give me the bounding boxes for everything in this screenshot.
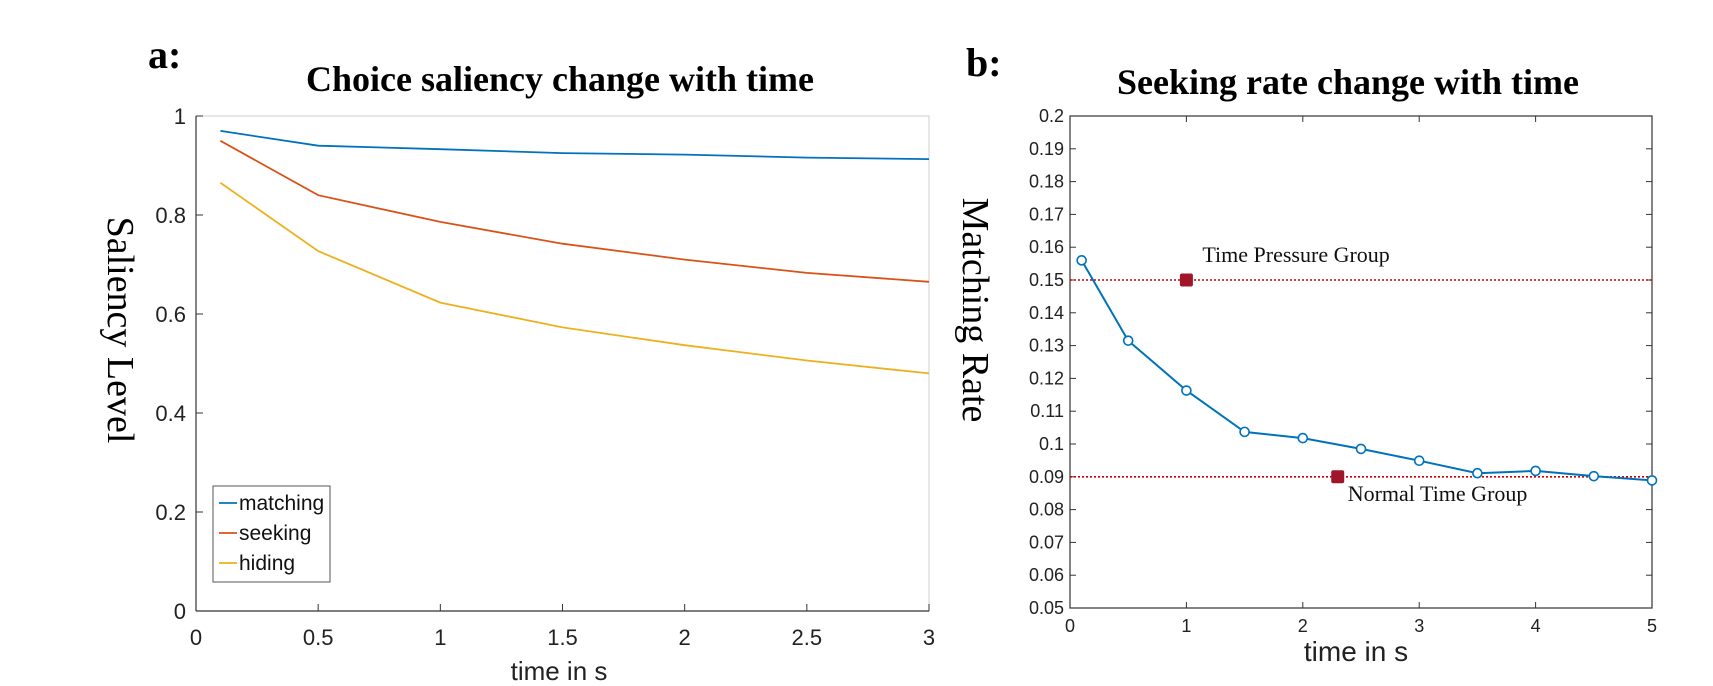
y-tick-label: 0.13 bbox=[1029, 336, 1064, 356]
y-tick-label: 0.09 bbox=[1029, 467, 1064, 487]
annotation-normal-time: Normal Time Group bbox=[1348, 481, 1528, 506]
legend-label-matching: matching bbox=[239, 492, 324, 515]
y-tick-label: 0.1 bbox=[1039, 434, 1064, 454]
series-point bbox=[1076, 255, 1087, 266]
panel-b-title: Seeking rate change with time bbox=[1117, 62, 1579, 102]
x-tick-label: 1 bbox=[1181, 616, 1191, 636]
y-tick-label: 0.06 bbox=[1029, 565, 1064, 585]
series-point bbox=[1355, 443, 1367, 455]
y-tick-label: 0.05 bbox=[1029, 598, 1064, 618]
series-point bbox=[1122, 335, 1134, 346]
x-tick-label: 3 bbox=[923, 625, 935, 650]
y-tick-label: 0.6 bbox=[155, 302, 186, 327]
x-tick-label: 2 bbox=[1298, 616, 1308, 636]
panel-a-label: a: bbox=[148, 32, 181, 77]
series-point bbox=[1239, 426, 1250, 438]
group-marker-0 bbox=[1179, 273, 1193, 287]
panel-a-ylabel: Saliency Level bbox=[99, 217, 141, 444]
y-tick-label: 0.11 bbox=[1030, 401, 1064, 421]
series-line-seeking bbox=[219, 140, 930, 283]
series-point bbox=[1413, 455, 1425, 467]
series-point bbox=[1530, 465, 1541, 477]
panel-a-title: Choice saliency change with time bbox=[306, 59, 814, 99]
y-tick-label: 0.4 bbox=[155, 401, 186, 426]
series-line-matching bbox=[220, 130, 930, 160]
y-tick-label: 0.17 bbox=[1029, 204, 1064, 224]
series-point bbox=[1646, 475, 1658, 486]
y-tick-label: 0 bbox=[174, 599, 186, 624]
x-tick-label: 2 bbox=[679, 625, 691, 650]
panel-b-box bbox=[1069, 115, 1653, 609]
x-tick-label: 0 bbox=[1065, 616, 1075, 636]
x-tick-label: 3 bbox=[1414, 616, 1424, 636]
y-tick-label: 1 bbox=[174, 104, 186, 129]
y-tick-label: 0.12 bbox=[1029, 368, 1064, 388]
series-point bbox=[1472, 467, 1483, 479]
series-line-hiding bbox=[219, 182, 930, 375]
panel-b-label: b: bbox=[966, 40, 1002, 85]
x-tick-label: 0 bbox=[190, 625, 202, 650]
x-tick-label: 1.5 bbox=[547, 625, 578, 650]
series-point bbox=[1181, 385, 1192, 396]
panel-a-plot: 0 0.5 1 1.5 2 2.5 3 0 0.2 0.4 0.6 0.8 1 matching seeki… bbox=[155, 104, 935, 650]
legend-box bbox=[212, 485, 331, 583]
panel-a-xlabel: time in s bbox=[511, 656, 608, 686]
panel-b-ylabel: Matching Rate bbox=[954, 198, 996, 423]
y-tick-label: 0.2 bbox=[155, 500, 186, 525]
y-tick-label: 0.14 bbox=[1029, 303, 1064, 323]
y-tick-label: 0.07 bbox=[1029, 532, 1064, 552]
series-line bbox=[1080, 259, 1653, 482]
y-tick-label: 0.8 bbox=[155, 203, 186, 228]
series-point bbox=[1297, 432, 1309, 444]
x-tick-label: 1 bbox=[434, 625, 446, 650]
panel-b-xlabel: time in s bbox=[1304, 636, 1408, 667]
x-tick-label: 5 bbox=[1647, 616, 1657, 636]
group-marker-1 bbox=[1331, 470, 1345, 484]
y-tick-label: 0.16 bbox=[1029, 237, 1064, 257]
legend-label-seeking: seeking bbox=[239, 522, 311, 545]
y-tick-label: 0.19 bbox=[1029, 139, 1064, 159]
y-tick-label: 0.18 bbox=[1029, 172, 1064, 192]
y-tick-label: 0.2 bbox=[1039, 106, 1064, 126]
x-tick-label: 2.5 bbox=[792, 625, 823, 650]
y-tick-label: 0.08 bbox=[1029, 500, 1064, 520]
y-tick-label: 0.15 bbox=[1029, 270, 1064, 290]
x-tick-label: 0.5 bbox=[303, 625, 334, 650]
x-tick-label: 4 bbox=[1531, 616, 1541, 636]
annotation-time-pressure: Time Pressure Group bbox=[1202, 242, 1389, 267]
panel-b-plot: 0 1 2 3 4 5 0.05 0.06 0.07 0.08 0.09 0.1 0.11 0.12 0.1… bbox=[1029, 106, 1658, 636]
legend-label-hiding: hiding bbox=[239, 552, 295, 575]
series-point bbox=[1588, 470, 1600, 482]
